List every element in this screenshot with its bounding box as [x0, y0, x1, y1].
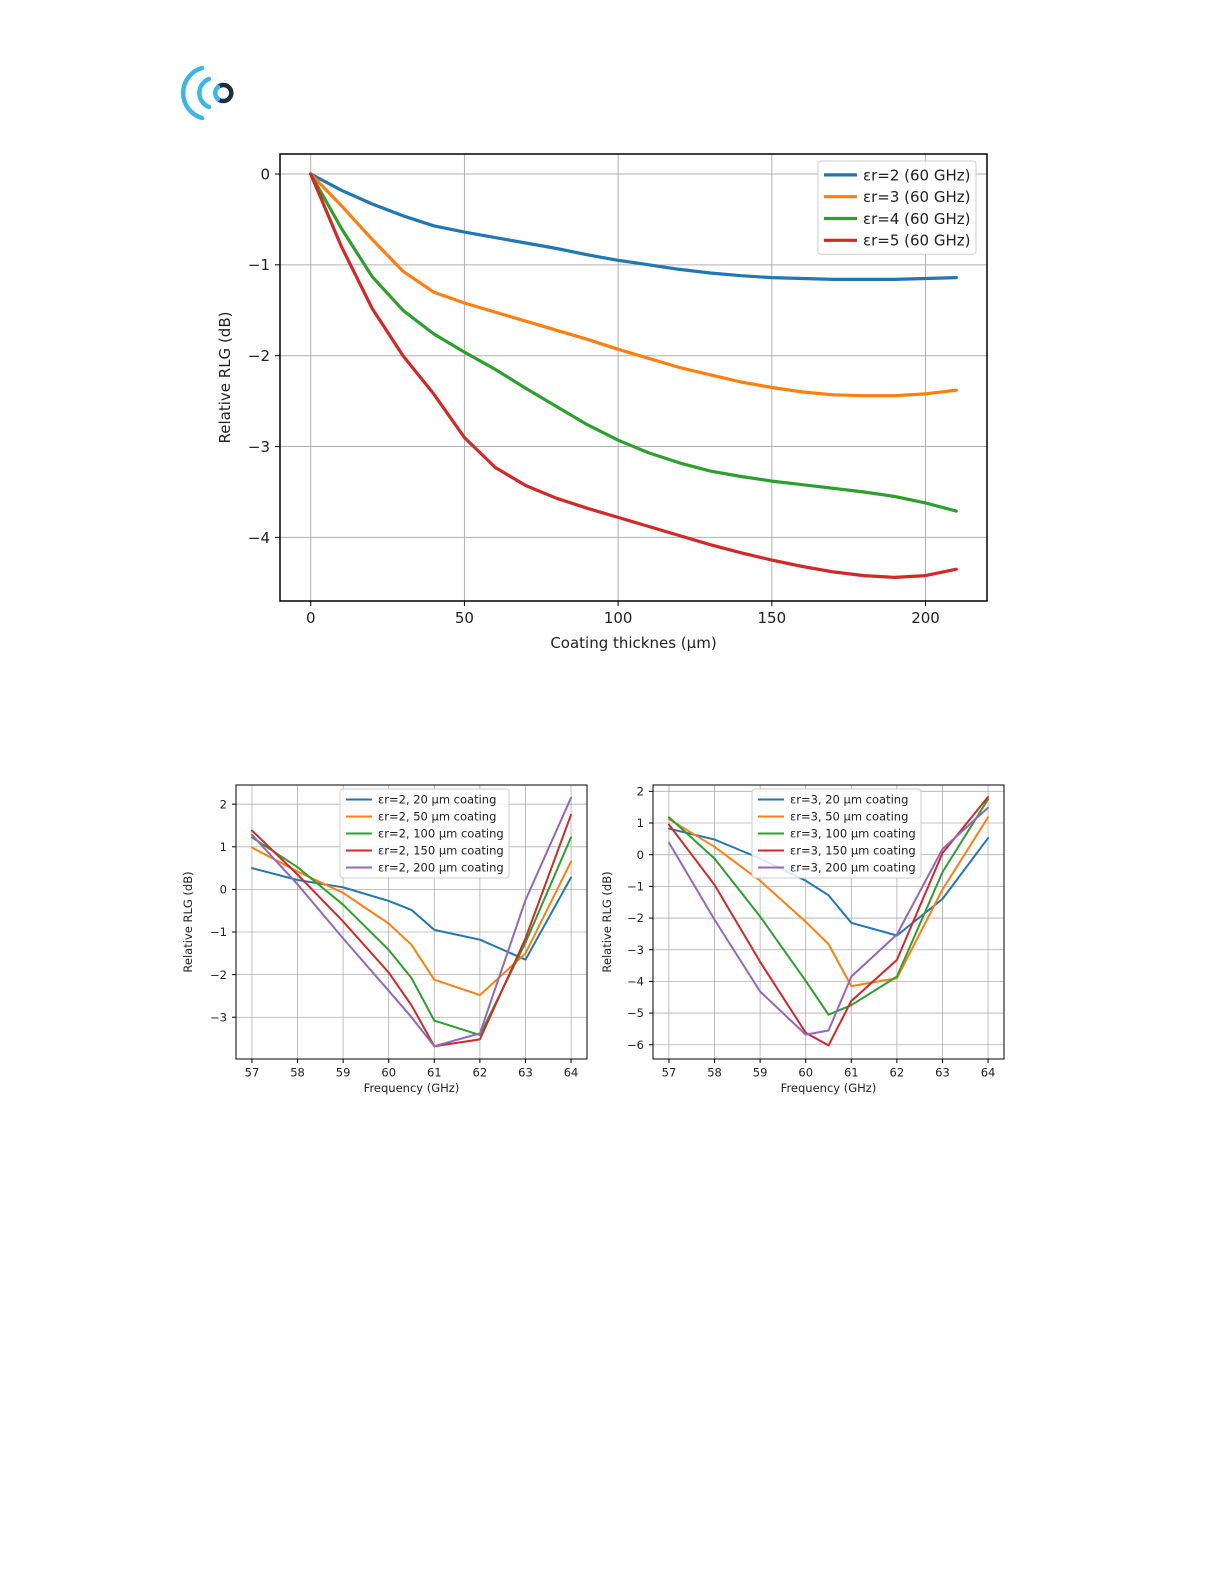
series-line: [251, 867, 572, 961]
x-axis-label: Frequency (GHz): [364, 1081, 460, 1095]
series-line: [668, 806, 989, 1036]
core-arc: [215, 82, 234, 104]
x-tick-label: 64: [981, 1066, 996, 1080]
y-tick-label: −3: [210, 1010, 227, 1024]
y-tick-label: −3: [627, 943, 644, 957]
legend-label: εr=3 (60 GHz): [863, 188, 971, 206]
er2-frequency-chart: 57 58 59 60 61 62 63 64 2 1 0 −1 −2 −3 Frequency (GHz)…: [181, 784, 588, 1095]
er3-frequency-chart: 57 58 59 60 61 62 63 64 2 1 0 −1 −2 −3 −4 −5 −6 Frequency…: [600, 784, 1005, 1095]
signal-waves-icon: [180, 65, 234, 121]
legend-label: εr=3, 150 µm coating: [790, 844, 916, 858]
legend-label: εr=5 (60 GHz): [863, 232, 971, 250]
x-tick-label: 59: [753, 1066, 768, 1080]
y-tick-label: 1: [220, 840, 227, 854]
series-line: [309, 172, 958, 281]
y-tick-label: 0: [260, 165, 270, 183]
legend-label: εr=2, 50 µm coating: [378, 810, 496, 824]
series-line: [309, 172, 958, 398]
legend-label: εr=3, 200 µm coating: [790, 861, 916, 875]
legend-box: [339, 788, 510, 879]
y-tick-label: −4: [627, 975, 644, 989]
y-tick-label: −2: [248, 347, 270, 365]
legend-label: εr=2, 200 µm coating: [378, 861, 504, 875]
plot-frame: [652, 784, 1005, 1060]
inner-wave-arc: [197, 76, 212, 110]
x-tick-label: 0: [306, 609, 316, 627]
y-axis-label: Relative RLG (dB): [600, 871, 614, 972]
y-tick-label: 0: [637, 848, 644, 862]
y-tick-label: −3: [248, 438, 270, 456]
x-tick-label: 61: [427, 1066, 442, 1080]
y-axis-label: Relative RLG (dB): [181, 871, 195, 972]
x-tick-label: 57: [245, 1066, 260, 1080]
x-axis-label: Coating thicknes (µm): [550, 634, 716, 652]
y-tick-label: 0: [220, 883, 227, 897]
series-line: [668, 798, 989, 1016]
y-tick-label: −1: [248, 256, 270, 274]
outer-wave-arc: [180, 65, 205, 121]
series-line: [668, 796, 989, 1047]
x-tick-label: 150: [758, 609, 787, 627]
x-tick-label: 64: [564, 1066, 579, 1080]
y-tick-label: −4: [248, 529, 270, 547]
y-tick-label: −2: [210, 968, 227, 982]
series-line: [251, 813, 572, 1048]
legend-label: εr=2 (60 GHz): [863, 166, 971, 184]
y-axis-label: Relative RLG (dB): [216, 312, 234, 444]
x-tick-label: 57: [662, 1066, 677, 1080]
x-tick-label: 63: [518, 1066, 533, 1080]
plot-frame: [235, 784, 588, 1060]
x-tick-label: 62: [473, 1066, 488, 1080]
series-line: [668, 827, 989, 937]
series-line: [309, 172, 958, 513]
y-tick-label: −1: [210, 925, 227, 939]
plot-frame: [279, 153, 988, 602]
y-tick-label: −5: [627, 1006, 644, 1020]
legend-label: εr=4 (60 GHz): [863, 210, 971, 228]
y-tick-label: 1: [637, 816, 644, 830]
legend-box: [751, 788, 922, 879]
y-tick-label: −1: [627, 880, 644, 894]
x-axis-label: Frequency (GHz): [781, 1081, 877, 1095]
legend-label: εr=2, 150 µm coating: [378, 844, 504, 858]
series-line: [309, 172, 958, 580]
y-tick-label: −6: [627, 1038, 644, 1052]
x-tick-label: 60: [381, 1066, 396, 1080]
x-tick-label: 200: [911, 609, 940, 627]
legend-label: εr=2, 20 µm coating: [378, 793, 496, 807]
x-tick-label: 59: [336, 1066, 351, 1080]
series-line: [251, 796, 572, 1048]
x-tick-label: 50: [455, 609, 474, 627]
legend-label: εr=3, 50 µm coating: [790, 810, 908, 824]
x-tick-label: 63: [935, 1066, 950, 1080]
y-tick-label: 2: [220, 797, 227, 811]
core-arc-accent: [213, 84, 221, 102]
series-line: [668, 816, 989, 988]
legend-label: εr=3, 100 µm coating: [790, 827, 916, 841]
x-tick-label: 61: [844, 1066, 859, 1080]
legend-label: εr=3, 20 µm coating: [790, 793, 908, 807]
legend-label: εr=2, 100 µm coating: [378, 827, 504, 841]
x-tick-label: 58: [707, 1066, 722, 1080]
y-tick-label: −2: [627, 911, 644, 925]
y-tick-label: 2: [637, 784, 644, 798]
legend-box: [817, 160, 977, 255]
coating-thickness-chart: 0 50 100 150 200 0 −1 −2 −3 −4 Coating thicknes (µ…: [216, 153, 988, 652]
x-tick-label: 60: [798, 1066, 813, 1080]
x-tick-label: 62: [890, 1066, 905, 1080]
x-tick-label: 100: [604, 609, 633, 627]
x-tick-label: 58: [290, 1066, 305, 1080]
